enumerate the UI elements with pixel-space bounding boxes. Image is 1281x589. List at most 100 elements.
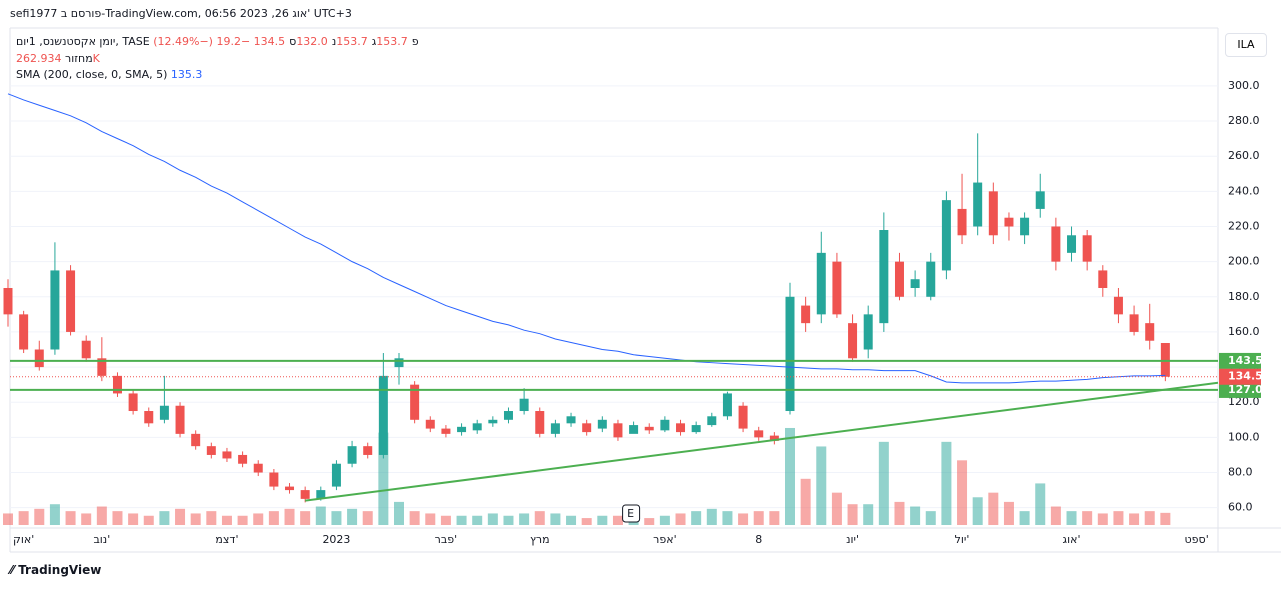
volume-bar <box>972 497 983 525</box>
volume-bar <box>785 427 795 525</box>
volume-bar <box>159 511 170 525</box>
earnings-label: E <box>627 507 634 520</box>
candle-body <box>378 375 388 455</box>
ohlc-key: ג <box>371 35 377 48</box>
volume-bar <box>34 508 45 525</box>
sma-line <box>7 93 1166 384</box>
volume-bar <box>1003 501 1014 525</box>
volume-bar <box>941 441 952 525</box>
candle-body <box>285 486 295 491</box>
volume-bar <box>878 441 889 525</box>
candle-body <box>206 446 216 455</box>
ohlc-value: 153.7 <box>376 35 408 48</box>
candle-body <box>81 340 91 359</box>
sma-value: 135.3 <box>170 68 203 81</box>
candle-body <box>722 393 732 417</box>
brand: ⁄⁄ TradingView <box>10 563 102 577</box>
volume-bar <box>143 515 154 525</box>
volume-bar <box>675 513 686 525</box>
candle-body <box>1098 270 1108 288</box>
last-price-tag <box>1219 368 1261 385</box>
y-tick-label: 220.0 <box>1228 219 1260 232</box>
candle-body <box>191 433 201 447</box>
candle-body <box>910 279 920 288</box>
volume-bar <box>268 511 279 525</box>
volume-bar <box>253 513 264 525</box>
candle-body <box>691 425 701 433</box>
level-tag <box>1219 381 1261 398</box>
volume-bar <box>738 513 749 525</box>
candle-body <box>550 423 560 434</box>
x-tick-label: 8 <box>755 533 762 546</box>
candle-body <box>253 463 263 473</box>
candle-body <box>957 208 967 236</box>
legend-ohlc: יומן אקסטנשנס, 1יום, TASE פ153.7ג153.7נ1… <box>16 35 419 48</box>
volume-bar <box>612 515 623 525</box>
candle-body <box>894 261 904 297</box>
candle-body <box>988 191 998 236</box>
volume-bar <box>503 515 514 525</box>
volume-bar <box>1035 483 1046 525</box>
change: −19.2 (−12.49%) <box>153 35 251 48</box>
x-tick-label: אוג' <box>1063 533 1081 546</box>
candle-body <box>331 463 341 487</box>
volume-bar <box>597 515 608 525</box>
candle-body <box>801 305 811 324</box>
y-tick-label: 200.0 <box>1228 255 1260 268</box>
candle-body <box>738 405 748 429</box>
volume-bar <box>816 446 827 525</box>
volume-bar <box>550 513 561 525</box>
candle-body <box>769 435 779 441</box>
y-tick-label: 160.0 <box>1228 325 1260 338</box>
candle-body <box>941 200 951 271</box>
volume-bar <box>753 511 764 525</box>
volume-bar <box>659 515 670 525</box>
ohlc-value: 134.5 <box>253 35 286 48</box>
legend-sma: SMA (200, close, 0, SMA, 5) 135.3 <box>16 68 202 81</box>
candle-body <box>3 288 13 315</box>
candle-body <box>222 451 232 459</box>
header-title: sefi1977 פורסם ב-TradingView.com, 06:56 … <box>10 7 352 20</box>
volume-bar <box>487 513 498 525</box>
candle-body <box>660 419 670 431</box>
volume-bar <box>1066 511 1077 525</box>
candle-body <box>441 428 451 434</box>
last-price-label: 134.5 <box>1228 370 1263 383</box>
volume-bar <box>190 513 201 525</box>
volume-bar <box>65 511 76 525</box>
candle-body <box>754 430 764 438</box>
candle-body <box>613 423 623 438</box>
ohlc: פ153.7ג153.7נ132.0ס134.5 <box>254 35 419 48</box>
candle-body <box>503 411 513 420</box>
volume-bar <box>331 511 342 525</box>
volume-bar <box>18 511 29 525</box>
candle-body <box>879 230 889 324</box>
candle-body <box>159 405 169 420</box>
volume-bar <box>425 513 436 525</box>
volume-bar <box>894 501 905 525</box>
volume-bar <box>534 511 545 525</box>
candle-body <box>457 426 467 433</box>
candle-body <box>644 426 654 431</box>
volume-bar <box>315 506 326 525</box>
y-tick-label: 180.0 <box>1228 290 1260 303</box>
candle-body <box>1129 314 1139 332</box>
x-tick-label: פבר' <box>435 533 457 546</box>
x-tick-label: 2023 <box>322 533 350 546</box>
candle-body <box>519 398 529 412</box>
candle-body <box>973 182 983 227</box>
volume-bar <box>378 432 389 525</box>
volume-bar <box>1050 506 1061 525</box>
candle-body <box>410 384 420 420</box>
volume-label: מחזור <box>65 52 93 65</box>
brand-text: TradingView <box>18 563 102 577</box>
candle-body <box>425 419 435 429</box>
volume-bar <box>221 515 232 525</box>
volume-bar <box>706 508 717 525</box>
currency-button[interactable]: ILA <box>1225 33 1267 57</box>
volume-bar <box>1113 511 1124 525</box>
candle-body <box>926 261 936 297</box>
candle-body <box>175 405 185 434</box>
